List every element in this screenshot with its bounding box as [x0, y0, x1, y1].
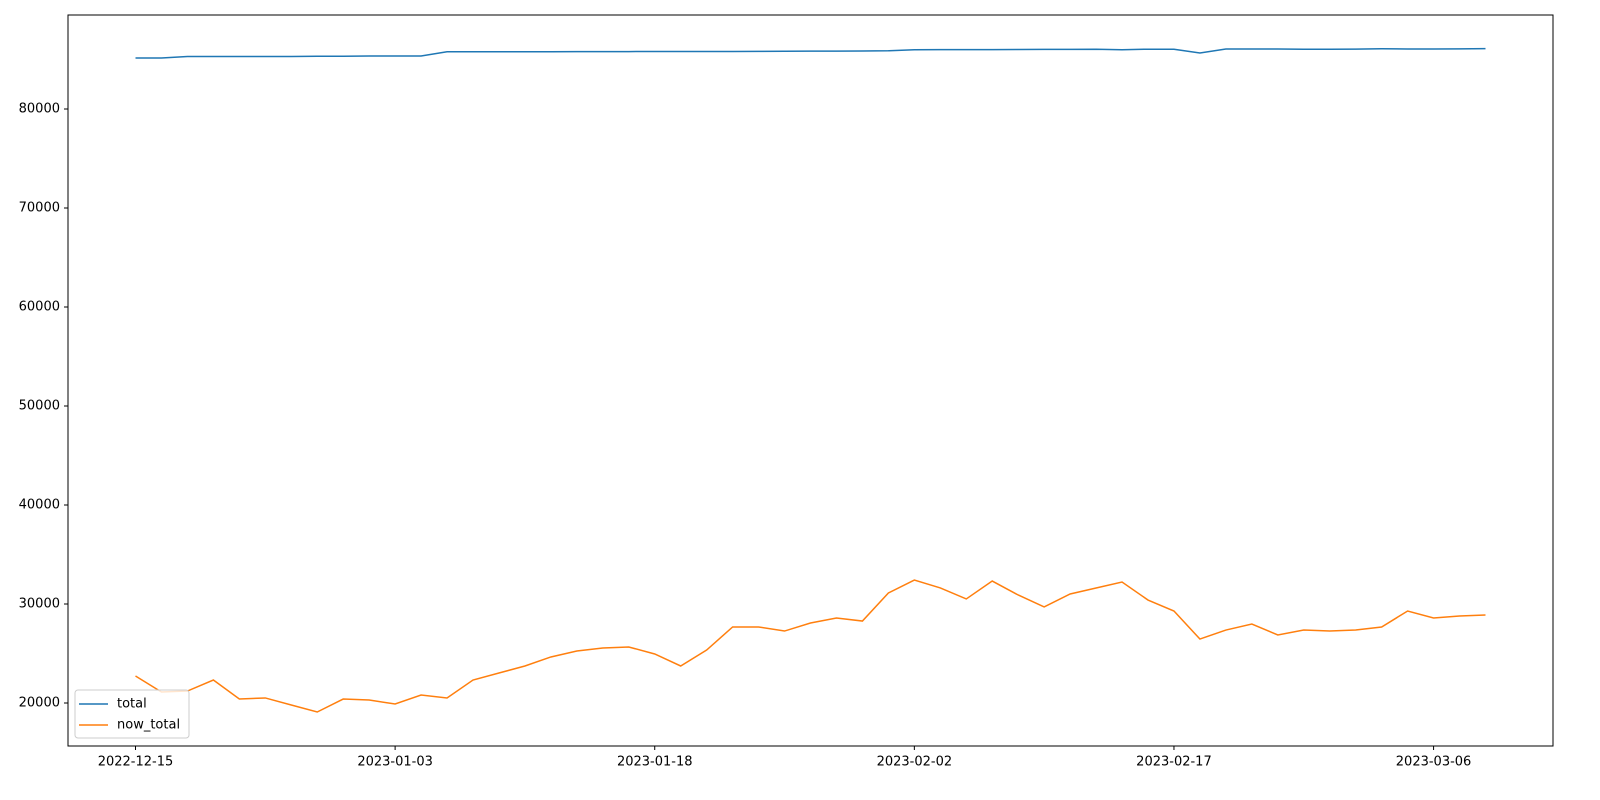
- x-tick-label: 2023-02-17: [1136, 755, 1212, 770]
- line: [135, 47, 1486, 59]
- y-tick-label: 80000: [19, 102, 60, 117]
- y-tick-label: 40000: [19, 498, 60, 513]
- legend-label: now_total: [117, 718, 180, 733]
- line: [135, 579, 1486, 713]
- x-tick-label: 2023-01-18: [617, 755, 693, 770]
- y-tick-label: 20000: [19, 696, 60, 711]
- x-tick-label: 2023-01-03: [357, 755, 433, 770]
- plot-frame: [67, 14, 1554, 747]
- y-tick-label: 70000: [19, 201, 60, 216]
- y-tick-label: 60000: [19, 300, 60, 315]
- x-tick-label: 2022-12-15: [98, 755, 174, 770]
- y-tick-label: 30000: [19, 597, 60, 612]
- x-tick-label: 2023-03-06: [1396, 755, 1472, 770]
- y-tick-label: 50000: [19, 399, 60, 414]
- legend-box: [74, 689, 190, 739]
- x-tick-label: 2023-02-02: [877, 755, 953, 770]
- legend-label: total: [117, 697, 147, 712]
- legend: total now_total: [74, 689, 190, 739]
